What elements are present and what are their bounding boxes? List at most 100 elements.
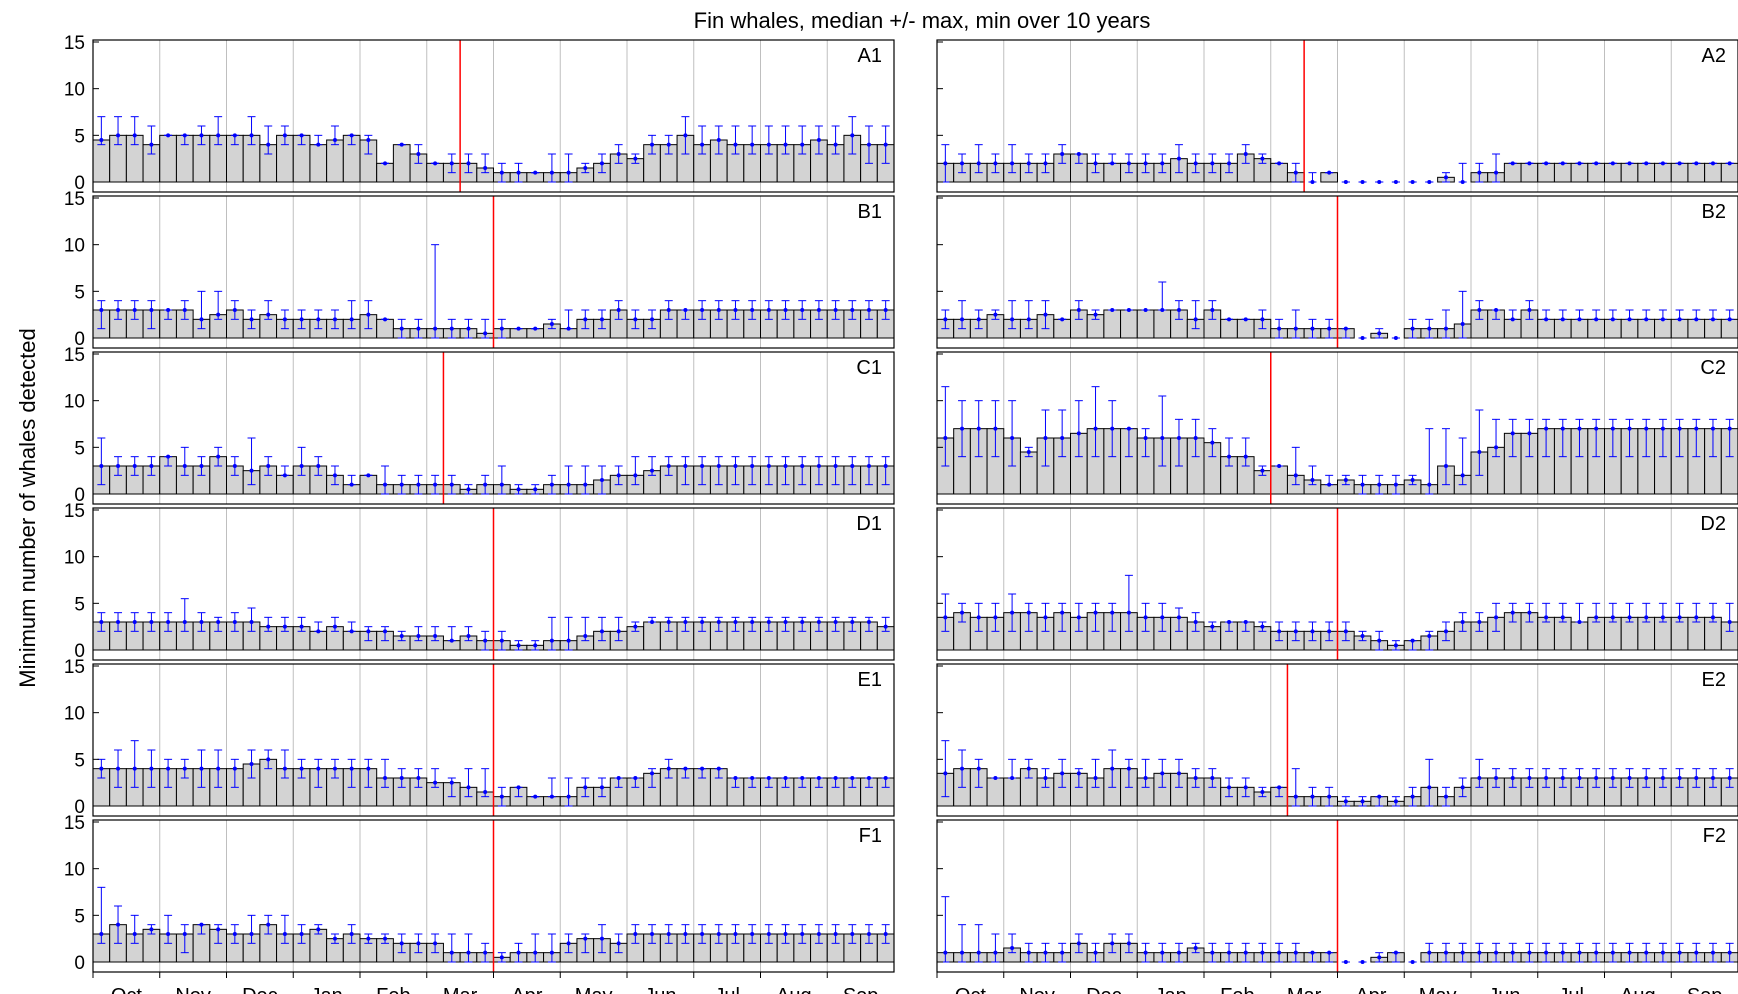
- median-point: [1644, 950, 1649, 955]
- median-point: [850, 620, 855, 624]
- median-point: [516, 326, 521, 331]
- median-point: [1126, 161, 1131, 166]
- median-point: [166, 308, 171, 312]
- median-point: [249, 317, 254, 322]
- median-point: [383, 161, 388, 166]
- median-point: [1210, 624, 1215, 629]
- median-point: [800, 308, 805, 312]
- median-point: [1310, 794, 1315, 799]
- median-point: [766, 464, 771, 468]
- median-point: [383, 936, 388, 941]
- median-point: [1510, 950, 1515, 955]
- panel-b1: B1 0 5 10 15: [64, 189, 895, 350]
- median-point: [1193, 776, 1198, 780]
- median-point: [216, 312, 221, 317]
- median-point: [433, 161, 438, 166]
- median-point: [1327, 482, 1332, 487]
- median-point: [1093, 776, 1098, 780]
- y-tick-label: 10: [64, 236, 85, 257]
- median-point: [149, 927, 154, 932]
- panel-d2: D2: [936, 507, 1738, 661]
- median-point: [1410, 794, 1415, 799]
- median-point: [976, 950, 981, 955]
- median-point: [783, 464, 788, 468]
- median-point: [1710, 426, 1715, 431]
- median-point: [1393, 336, 1398, 340]
- median-point: [433, 634, 438, 638]
- median-point: [1410, 326, 1415, 331]
- median-bar: [986, 777, 1005, 807]
- median-point: [566, 794, 571, 799]
- median-point: [960, 317, 965, 322]
- month-label: Dec: [1086, 985, 1122, 994]
- median-point: [1327, 326, 1332, 331]
- median-point: [383, 317, 388, 322]
- median-bar: [92, 139, 111, 183]
- median-point: [549, 482, 554, 487]
- median-point: [800, 776, 805, 780]
- median-point: [1393, 482, 1398, 487]
- median-point: [1260, 317, 1265, 322]
- panel-c1: C1 0 5 10 15: [64, 345, 895, 506]
- median-point: [1243, 950, 1248, 955]
- median-point: [783, 142, 788, 147]
- median-point: [1277, 464, 1282, 468]
- median-bar: [326, 139, 344, 183]
- median-point: [1243, 152, 1248, 156]
- median-point: [1076, 431, 1081, 436]
- median-point: [1160, 308, 1165, 312]
- median-point: [816, 776, 821, 780]
- median-point: [383, 629, 388, 634]
- median-point: [1560, 317, 1565, 322]
- median-point: [266, 312, 271, 317]
- median-point: [1677, 950, 1682, 955]
- median-point: [1310, 180, 1315, 184]
- panel-label: A2: [1702, 45, 1726, 67]
- median-point: [700, 308, 705, 312]
- median-point: [1360, 799, 1365, 804]
- median-point: [1143, 308, 1148, 312]
- median-bar: [359, 474, 378, 495]
- median-point: [883, 142, 888, 147]
- median-point: [1460, 180, 1465, 184]
- median-point: [316, 629, 321, 634]
- median-point: [282, 473, 287, 478]
- median-point: [1527, 308, 1532, 312]
- median-point: [449, 482, 454, 487]
- median-point: [1477, 620, 1482, 624]
- median-point: [1527, 161, 1532, 166]
- median-point: [1477, 170, 1482, 175]
- median-point: [883, 776, 888, 780]
- median-point: [366, 936, 371, 941]
- month-label: Mar: [443, 985, 478, 994]
- panel-frame: [92, 507, 895, 661]
- median-point: [1143, 615, 1148, 620]
- median-point: [783, 932, 788, 936]
- median-point: [766, 620, 771, 624]
- median-point: [733, 932, 738, 936]
- median-bar: [1053, 318, 1071, 339]
- median-point: [1343, 180, 1348, 184]
- month-label: Aug: [1620, 985, 1656, 994]
- median-point: [466, 785, 471, 790]
- median-point: [633, 317, 638, 322]
- median-bar: [1553, 162, 1572, 183]
- median-point: [316, 317, 321, 322]
- median-point: [1210, 440, 1215, 445]
- median-point: [199, 766, 204, 771]
- median-point: [616, 308, 621, 312]
- median-point: [1277, 785, 1282, 790]
- median-bar: [1003, 777, 1021, 807]
- median-point: [1010, 161, 1015, 166]
- median-point: [316, 464, 321, 468]
- median-point: [366, 473, 371, 478]
- median-point: [1494, 615, 1499, 620]
- median-point: [1443, 464, 1448, 468]
- median-point: [1327, 629, 1332, 634]
- median-point: [833, 308, 838, 312]
- median-point: [1544, 426, 1549, 431]
- median-point: [1677, 615, 1682, 620]
- median-point: [583, 166, 588, 170]
- median-point: [1710, 161, 1715, 166]
